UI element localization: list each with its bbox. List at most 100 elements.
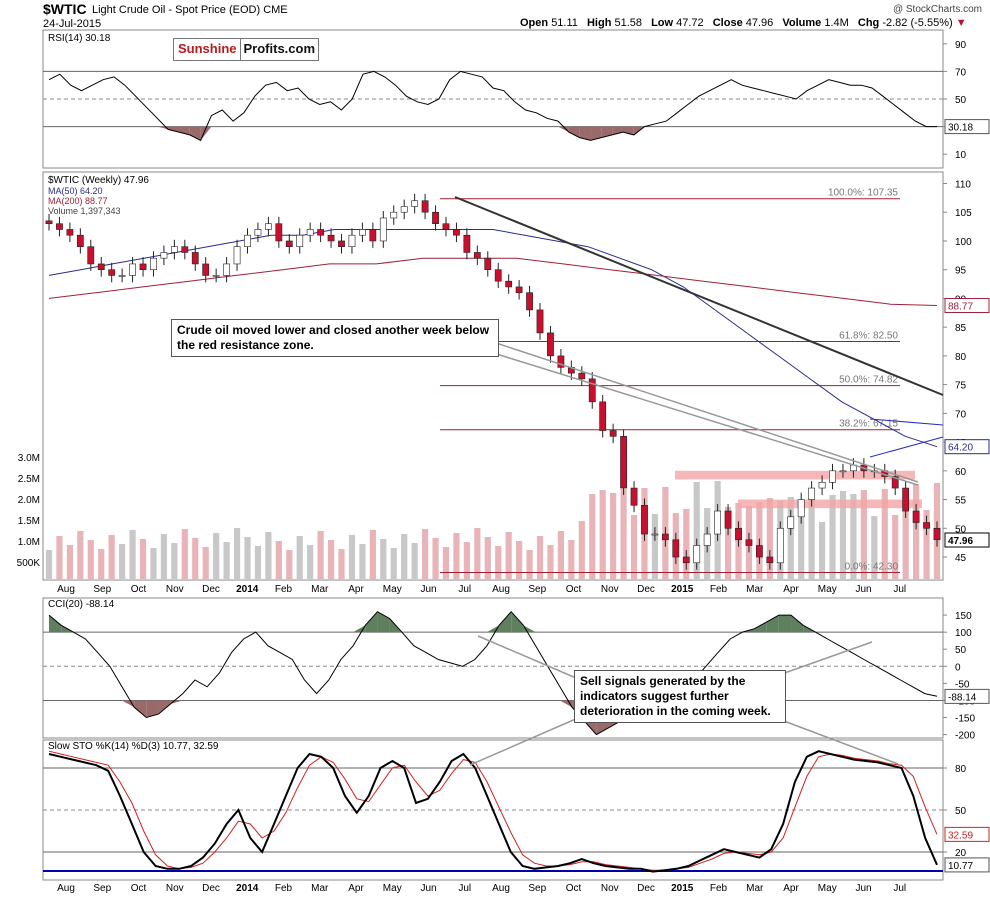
cci-tick-label: 0 xyxy=(955,662,961,673)
price-candle xyxy=(275,223,283,242)
cci-tick-label: 50 xyxy=(955,645,967,656)
sto-title: Slow STO %K(14) %D(3) 10.77, 32.59 xyxy=(48,741,219,752)
triangle-lower-line xyxy=(869,436,944,458)
resistance-zone xyxy=(675,470,915,480)
price-candle xyxy=(202,263,210,276)
symbol-title: $WTIC xyxy=(43,1,87,17)
price-candle xyxy=(787,516,795,529)
sto-month-label: Sep xyxy=(528,883,546,894)
cci-overbought-fill xyxy=(377,611,390,633)
ma200-line xyxy=(48,257,938,306)
rsi-oversold-fill xyxy=(557,126,569,133)
sto-month-label: Dec xyxy=(202,883,220,894)
rsi-tick-label: 10 xyxy=(955,150,967,161)
resistance-zone xyxy=(738,499,922,509)
price-candle xyxy=(432,211,439,225)
change-quote: Chg -2.82 (-5.55%) ▼ xyxy=(857,17,967,29)
price-candle xyxy=(891,476,899,489)
price-tick-label: 75 xyxy=(955,381,967,392)
volume-bar xyxy=(380,539,387,580)
price-candle xyxy=(254,229,262,236)
price-month-label: Feb xyxy=(710,584,728,595)
volume-bar xyxy=(213,533,220,580)
rsi-oversold-fill xyxy=(579,126,591,141)
price-candle xyxy=(181,246,189,253)
cci-tick-label: 100 xyxy=(955,628,972,639)
volume-bar xyxy=(171,543,178,580)
volume-bar xyxy=(369,530,376,580)
volume-bar xyxy=(902,488,909,580)
volume-bar xyxy=(359,544,366,580)
price-month-label: Jul xyxy=(458,584,471,595)
price-candle xyxy=(641,504,648,535)
stockcharts-credit[interactable]: @ StockCharts.com xyxy=(892,4,982,15)
volume-tick-label: 2.0M xyxy=(18,495,40,506)
sto-month-label: Jul xyxy=(893,883,906,894)
price-month-label: Aug xyxy=(57,584,75,595)
price-month-label: May xyxy=(818,584,837,595)
sto-d-value-label: 32.59 xyxy=(948,830,973,841)
sto-month-label: Jun xyxy=(420,883,436,894)
price-candle xyxy=(411,200,419,207)
price-candle xyxy=(557,355,565,368)
sto-k-value-label: 10.77 xyxy=(948,861,973,872)
price-candle xyxy=(390,211,398,219)
cci-tick-label: -200 xyxy=(955,731,975,742)
price-candle xyxy=(933,527,941,541)
price-title: $WTIC (Weekly) 47.96 xyxy=(48,175,149,186)
sto-month-label: Apr xyxy=(348,883,364,894)
price-candle xyxy=(484,257,492,270)
price-candle xyxy=(463,234,471,253)
volume-bar xyxy=(578,521,585,580)
volume-bar xyxy=(871,516,878,580)
rsi-last-value-label: 30.18 xyxy=(948,123,973,134)
cci-overbought-fill xyxy=(499,611,512,633)
price-candle xyxy=(379,217,387,242)
volume-bar xyxy=(547,545,554,580)
price-candle xyxy=(66,229,74,236)
price-candle xyxy=(306,229,314,236)
sto-month-label: Aug xyxy=(492,883,510,894)
price-candle xyxy=(56,223,63,230)
price-candle xyxy=(87,246,95,265)
cci-last-value-box xyxy=(944,688,990,704)
price-candle xyxy=(97,263,105,270)
price-candle xyxy=(672,539,680,558)
price-tick-label: 85 xyxy=(955,323,967,334)
volume-bar xyxy=(536,536,544,580)
volume-bar xyxy=(411,543,418,580)
volume-bar xyxy=(254,546,262,580)
last-price-label: 47.96 xyxy=(948,536,973,547)
price-month-label: Apr xyxy=(783,584,799,595)
volume-bar xyxy=(129,530,136,580)
fib-level-label: 38.2%: 67.15 xyxy=(839,419,898,430)
volume-bar xyxy=(839,491,847,580)
volume-bar xyxy=(484,537,491,580)
sunshine-profits-logo: Sunshine Profits.com xyxy=(173,38,319,61)
price-month-label: May xyxy=(383,584,402,595)
rsi-title: RSI(14) 30.18 xyxy=(48,33,111,44)
volume-bar xyxy=(599,490,606,580)
cci-title: CCI(20) -88.14 xyxy=(48,599,115,610)
volume-bar xyxy=(265,532,272,580)
volume-bar xyxy=(244,537,251,580)
volume-bar xyxy=(693,482,700,580)
price-candle xyxy=(724,510,732,529)
volume-tick-label: 1.0M xyxy=(18,537,40,548)
ma200-value-label: 88.77 xyxy=(948,301,973,312)
volume-bar xyxy=(787,497,794,580)
sto-month-label: 2014 xyxy=(236,883,259,894)
down-arrow-icon: ▼ xyxy=(955,17,967,29)
volume-bar xyxy=(192,538,199,580)
volume-tick-label: 500K xyxy=(17,558,41,569)
price-candle xyxy=(661,533,669,541)
instrument-label: Light Crude Oil - Spot Price (EOD) xyxy=(92,4,261,16)
volume-bar xyxy=(798,500,805,580)
price-candle xyxy=(118,275,126,277)
volume-bar xyxy=(150,548,157,580)
price-candle xyxy=(599,401,607,431)
sto-month-label: Aug xyxy=(57,883,75,894)
rsi-oversold-fill xyxy=(200,126,212,141)
sto-month-label: May xyxy=(383,883,402,894)
volume-bar xyxy=(275,541,282,580)
